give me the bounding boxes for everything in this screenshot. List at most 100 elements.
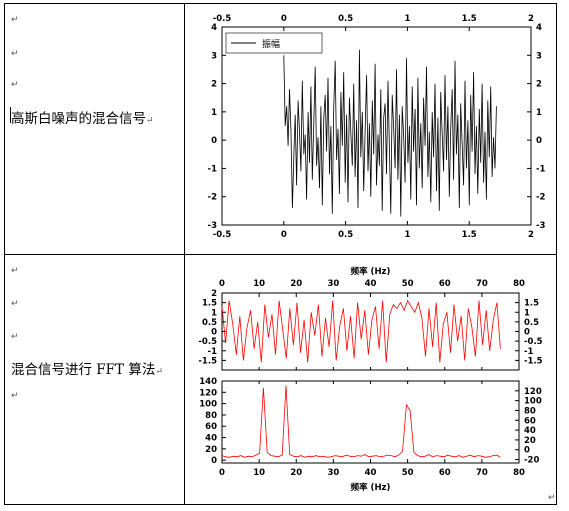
- text-cursor: [10, 107, 11, 123]
- paragraph-mark: ↵: [146, 116, 154, 126]
- x-tick-label-top: 60: [439, 279, 451, 289]
- x-tick-label-bottom: 0: [281, 230, 287, 240]
- y-tick-label-left: 120: [199, 388, 217, 398]
- y-tick-label-left: 2: [211, 80, 217, 90]
- x-tick-label-bottom: 50: [402, 468, 414, 478]
- y-tick-label-left: 1.5: [202, 299, 217, 309]
- plot-frame: [221, 26, 532, 226]
- y-tick-label-right: 2: [536, 80, 542, 90]
- x-axis-title-bottom: 频率 (Hz): [351, 482, 391, 493]
- x-tick-label-top: 1.5: [462, 14, 477, 24]
- y-tick-label-left: 140: [199, 377, 217, 387]
- y-tick-label-right: -20: [524, 456, 539, 466]
- x-tick-label-bottom: 20: [290, 468, 302, 478]
- x-axis-title-top: 频率 (Hz): [351, 266, 391, 277]
- x-tick-label-bottom: 70: [476, 468, 488, 478]
- y-tick-label-left: 1: [211, 308, 217, 318]
- y-tick-label-right: 40: [524, 426, 536, 436]
- x-tick-label-bottom: 1: [404, 230, 410, 240]
- x-tick-label-bottom: 0: [219, 468, 225, 478]
- y-tick-label-left: -2: [208, 193, 218, 203]
- x-tick-label-bottom: 40: [365, 468, 377, 478]
- x-tick-label-bottom: 60: [439, 468, 451, 478]
- y-tick-label-left: 0: [211, 328, 217, 338]
- x-tick-label-top: 10: [253, 279, 265, 289]
- y-tick-label-right: -3: [536, 221, 546, 231]
- y-tick-label-left: 80: [205, 411, 217, 421]
- y-tick-label-left: 0: [211, 136, 217, 146]
- x-tick-label-bottom: 10: [253, 468, 265, 478]
- y-tick-label-right: 3: [536, 51, 542, 61]
- paragraph-mark: ↵: [155, 367, 163, 377]
- y-tick-label-left: 0.5: [202, 318, 217, 328]
- filtered-series-line: [221, 299, 501, 363]
- y-tick-label-left: 100: [199, 400, 217, 410]
- y-tick-label-right: 120: [524, 387, 542, 397]
- y-tick-label-right: 60: [524, 416, 536, 426]
- y-tick-label-left: 0: [211, 456, 217, 466]
- x-tick-label-top: 0: [281, 14, 287, 24]
- legend-box: [225, 32, 323, 54]
- y-tick-label-left: -3: [208, 221, 218, 231]
- y-tick-label-left: 60: [205, 422, 217, 432]
- column-divider: [184, 4, 185, 504]
- x-tick-label-top: 30: [327, 279, 339, 289]
- paragraph-mark: ↵: [11, 332, 19, 342]
- x-tick-label-top: 50: [402, 279, 414, 289]
- x-tick-label-top: 40: [365, 279, 377, 289]
- row2-label[interactable]: 混合信号进行 FFT 算法↵: [11, 358, 163, 378]
- y-tick-label-right: 1: [536, 108, 542, 118]
- y-tick-label-left: -1: [208, 347, 218, 357]
- y-tick-label-right: -0.5: [524, 337, 543, 347]
- amplitude-series-line: [283, 49, 497, 217]
- paragraph-mark: ↵: [11, 299, 19, 309]
- y-tick-label-right: -1: [536, 164, 546, 174]
- x-tick-label-bottom: 80: [513, 468, 525, 478]
- x-tick-label-top: 1: [404, 14, 410, 24]
- x-tick-label-bottom: 2: [528, 230, 534, 240]
- paragraph-mark: ↵: [548, 493, 556, 503]
- paragraph-mark: ↵: [11, 49, 19, 59]
- y-tick-label-left: 4: [211, 23, 217, 33]
- x-tick-label-top: 2: [528, 14, 534, 24]
- y-tick-label-right: 4: [536, 23, 542, 33]
- x-tick-label-bottom: 30: [327, 468, 339, 478]
- y-tick-label-right: -1.5: [524, 356, 543, 366]
- x-tick-label-top: 0: [219, 279, 225, 289]
- x-tick-label-bottom: 0.5: [338, 230, 353, 240]
- paragraph-mark: ↵: [11, 391, 19, 401]
- y-tick-label-left: 40: [205, 434, 217, 444]
- y-tick-label-left: 1: [211, 108, 217, 118]
- y-tick-label-left: -0.5: [198, 337, 217, 347]
- row1-label[interactable]: 高斯白噪声的混合信号↵: [11, 107, 154, 127]
- x-tick-label-top: 70: [476, 279, 488, 289]
- y-tick-label-right: 0: [524, 328, 530, 338]
- x-tick-label-bottom: 1.5: [462, 230, 477, 240]
- y-tick-label-left: -1.5: [198, 356, 217, 366]
- y-tick-label-right: 0.5: [524, 318, 539, 328]
- y-tick-label-left: -1: [208, 164, 218, 174]
- x-tick-label-top: 20: [290, 279, 302, 289]
- y-tick-label-right: -1: [524, 347, 534, 357]
- spectrum-series-line: [221, 385, 501, 458]
- paragraph-mark: ↵: [11, 15, 19, 25]
- y-tick-label-left: 3: [211, 51, 217, 61]
- y-tick-label-right: 80: [524, 406, 536, 416]
- row2-label-text: 混合信号进行 FFT 算法: [11, 362, 156, 378]
- y-tick-label-left: 20: [205, 445, 217, 455]
- y-tick-label-right: 20: [524, 436, 536, 446]
- row-divider: [5, 254, 556, 255]
- y-tick-label-left: 2: [211, 289, 217, 299]
- y-tick-label-right: 1.5: [524, 299, 539, 309]
- y-tick-label-right: 1: [524, 308, 530, 318]
- paragraph-mark: ↵: [11, 80, 19, 90]
- document-table: ↵ ↵ ↵ 高斯白噪声的混合信号↵ ↵ ↵ ↵ 混合信号进行 FFT 算法↵ ↵…: [4, 3, 557, 505]
- plot-frame: [221, 380, 520, 464]
- x-tick-label-bottom: -0.5: [213, 230, 232, 240]
- legend-label: 振幅: [262, 38, 280, 50]
- x-tick-label-top: 80: [513, 279, 525, 289]
